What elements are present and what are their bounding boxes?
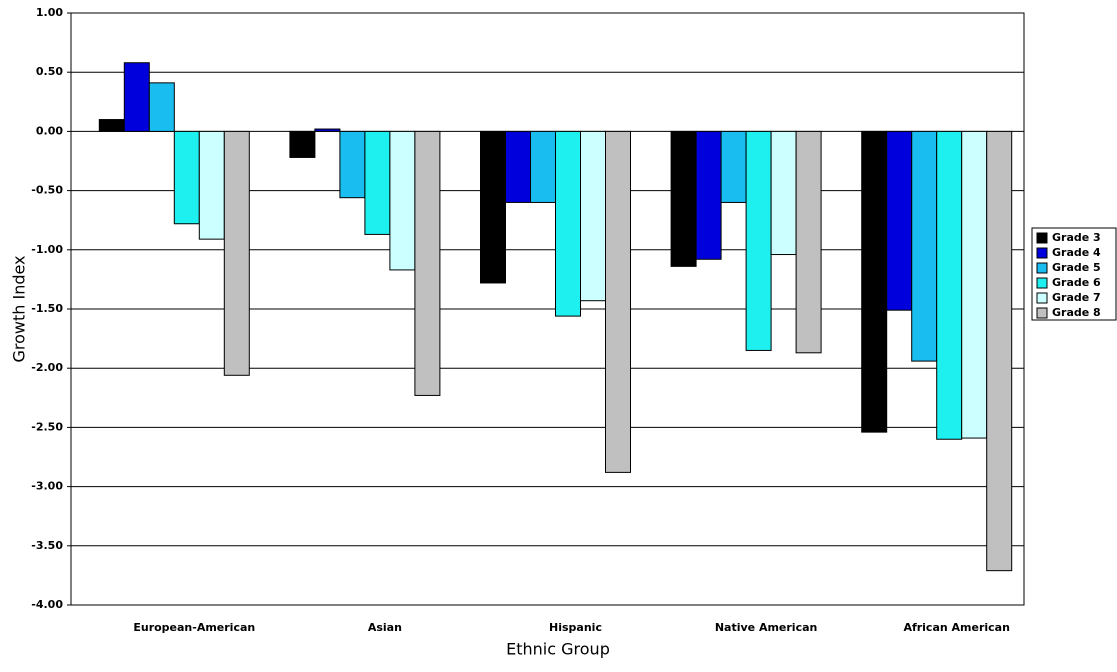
bar — [314, 128, 341, 132]
bar — [720, 130, 747, 203]
y-tick-label: -3.00 — [31, 480, 63, 493]
x-tick-label: Hispanic — [549, 621, 602, 634]
bar — [670, 130, 697, 267]
legend-label: Grade 6 — [1052, 276, 1101, 289]
bar — [530, 130, 556, 203]
legend-label: Grade 7 — [1052, 291, 1101, 304]
bar — [339, 130, 366, 199]
bar — [695, 130, 722, 260]
plot-area — [70, 12, 1025, 606]
bar — [173, 130, 200, 225]
bar — [886, 130, 913, 311]
bar — [745, 130, 772, 351]
bar — [961, 130, 988, 439]
y-tick-label: -1.00 — [31, 243, 63, 256]
bar — [505, 130, 531, 203]
bar — [555, 130, 581, 317]
bar — [414, 130, 441, 396]
x-tick-label: Native American — [715, 621, 818, 634]
x-tick-label: Asian — [368, 621, 402, 634]
bar — [198, 130, 225, 240]
x-axis-title: Ethnic Group — [506, 640, 610, 659]
y-tick-label: -3.50 — [31, 539, 63, 552]
legend-label: Grade 3 — [1052, 231, 1101, 244]
legend-swatch — [1036, 262, 1048, 274]
y-axis-title: Growth Index — [10, 255, 29, 362]
bar — [364, 130, 391, 235]
legend-label: Grade 4 — [1052, 246, 1101, 259]
legend-swatch — [1036, 292, 1048, 304]
bar — [148, 82, 175, 132]
legend-swatch — [1036, 307, 1048, 319]
bar — [986, 130, 1013, 572]
legend-label: Grade 5 — [1052, 261, 1101, 274]
bar — [580, 130, 606, 302]
bar — [98, 119, 125, 132]
x-tick-label: African American — [903, 621, 1010, 634]
legend-swatch — [1036, 247, 1048, 259]
legend-swatch — [1036, 277, 1048, 289]
y-tick-label: -1.50 — [31, 302, 63, 315]
legend-label: Grade 8 — [1052, 306, 1101, 319]
y-tick-label: 0.00 — [36, 124, 63, 137]
x-tick-label: European-American — [133, 621, 255, 634]
bar — [605, 130, 631, 473]
legend-swatch — [1036, 232, 1048, 244]
bar — [289, 130, 316, 158]
bar — [861, 130, 888, 433]
bar — [911, 130, 938, 362]
y-tick-label: 1.00 — [36, 6, 63, 19]
bar — [389, 130, 416, 271]
bar — [936, 130, 963, 440]
y-tick-label: -2.00 — [31, 361, 63, 374]
y-tick-label: -4.00 — [31, 598, 63, 611]
bar — [480, 130, 506, 284]
bar — [223, 130, 250, 376]
bar — [770, 130, 797, 256]
y-tick-label: 0.50 — [36, 65, 63, 78]
y-tick-label: -0.50 — [31, 184, 63, 197]
bar — [123, 62, 150, 132]
bar — [795, 130, 822, 354]
y-tick-label: -2.50 — [31, 420, 63, 433]
